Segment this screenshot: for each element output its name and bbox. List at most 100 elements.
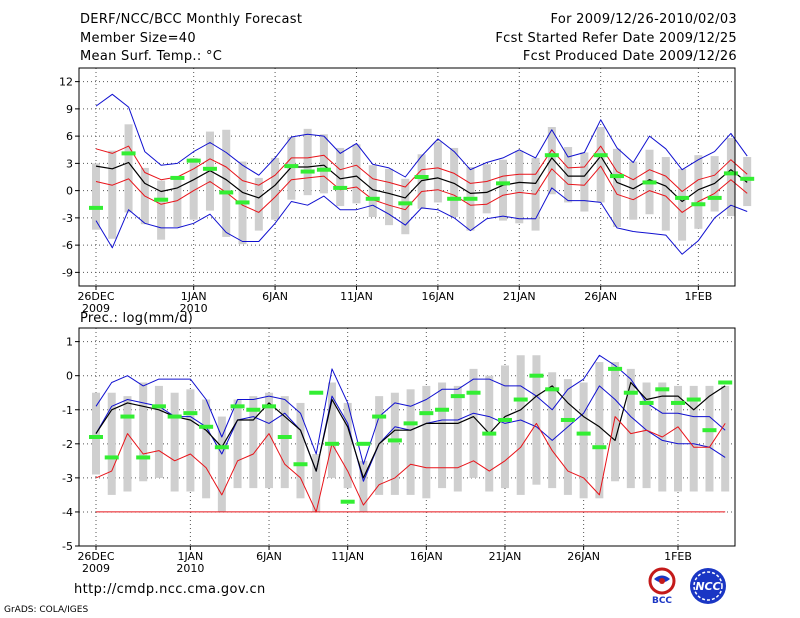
x-tick-label: 11JAN [340, 290, 373, 303]
member-box [417, 154, 426, 209]
member-box [173, 177, 182, 227]
member-box [123, 396, 132, 492]
observed-marker [262, 404, 277, 409]
y-tick-label: 1 [66, 336, 73, 349]
bcc-logo-text: BCC [652, 596, 672, 606]
observed-marker [277, 435, 292, 439]
observed-marker [89, 205, 103, 210]
x-tick-label: 26DEC [77, 550, 114, 563]
observed-marker [447, 196, 462, 201]
observed-marker [671, 400, 686, 405]
member-box [157, 180, 166, 240]
source-url[interactable]: http://cmdp.ncc.cma.gov.cn [74, 582, 266, 597]
member-box [499, 159, 507, 221]
observed-marker [466, 390, 481, 395]
x-tick-year: 2009 [82, 302, 110, 315]
observed-marker [356, 441, 371, 446]
member-box [500, 365, 509, 489]
observed-marker [120, 414, 135, 419]
observed-marker [592, 445, 607, 450]
x-tick-label: 21JAN [503, 290, 536, 303]
observed-marker [593, 153, 608, 158]
x-tick-label: 21JAN [489, 550, 522, 563]
observed-marker [199, 424, 214, 429]
x-tick-year: 2010 [176, 562, 204, 575]
member-box [469, 368, 478, 478]
member-box [612, 148, 621, 227]
member-box [726, 137, 735, 217]
y-tick-label: -5 [62, 540, 73, 553]
x-tick-label: 16JAN [410, 550, 443, 563]
variable-label: Mean Surf. Temp.: °C [80, 49, 223, 64]
observed-marker [151, 404, 166, 409]
member-box [375, 396, 384, 495]
member-box [595, 362, 604, 499]
observed-marker [324, 441, 339, 446]
observed-marker [482, 431, 497, 436]
observed-marker [642, 180, 657, 185]
member-box [515, 150, 524, 224]
observed-marker [309, 390, 324, 395]
x-tick-label: 11JAN [331, 550, 364, 563]
y-tick-label: -6 [62, 239, 73, 252]
observed-marker [686, 397, 701, 402]
y-tick-label: 6 [66, 130, 73, 143]
member-box [222, 129, 231, 237]
observed-marker [235, 200, 250, 205]
member-box [689, 385, 698, 492]
member-box [327, 382, 336, 478]
member-box [217, 416, 226, 512]
x-tick-label: 26DEC [77, 290, 114, 303]
observed-marker [419, 411, 434, 416]
member-box [287, 137, 296, 200]
member-box [482, 164, 491, 214]
observed-marker [230, 404, 245, 409]
member-box [280, 396, 289, 489]
observed-marker [513, 397, 528, 402]
x-tick-label: 1FEB [664, 550, 692, 563]
member-box [202, 399, 211, 499]
x-tick-label: 1JAN [181, 290, 207, 303]
observed-marker [707, 195, 722, 200]
y-tick-label: -4 [62, 506, 73, 519]
member-box [336, 147, 345, 207]
member-box [249, 396, 258, 489]
member-box [368, 165, 377, 217]
member-box [450, 147, 459, 217]
observed-marker [702, 428, 717, 433]
observed-marker [121, 151, 136, 156]
y-tick-label: 12 [59, 76, 73, 89]
member-box [548, 372, 557, 489]
observed-marker [545, 387, 560, 392]
member-box [265, 392, 274, 489]
y-tick-label: -2 [62, 438, 73, 451]
member-box [189, 157, 198, 220]
y-tick-label: -3 [62, 212, 73, 225]
observed-marker [214, 445, 229, 450]
observed-marker [246, 407, 261, 412]
observed-marker [300, 169, 315, 174]
member-box [580, 152, 589, 212]
observed-marker [202, 166, 217, 171]
observed-marker [608, 366, 623, 371]
member-box [271, 157, 280, 220]
observed-marker [170, 175, 185, 180]
y-tick-label: 0 [66, 185, 73, 198]
observed-marker [136, 455, 151, 460]
member-box [385, 168, 394, 226]
series-upper-line [95, 145, 748, 192]
grads-credit: GrADS: COLA/IGES [4, 605, 89, 615]
observed-marker [316, 167, 331, 172]
observed-marker [372, 414, 387, 419]
observed-marker [414, 175, 429, 179]
observed-marker [398, 201, 413, 206]
member-box [139, 382, 148, 482]
observed-marker [104, 455, 119, 460]
member-box [579, 382, 588, 499]
observed-marker [723, 171, 738, 176]
member-size: Member Size=40 [80, 31, 196, 46]
observed-marker [450, 394, 465, 399]
observed-marker [463, 196, 478, 201]
member-box [390, 392, 399, 495]
observed-marker [560, 417, 575, 422]
